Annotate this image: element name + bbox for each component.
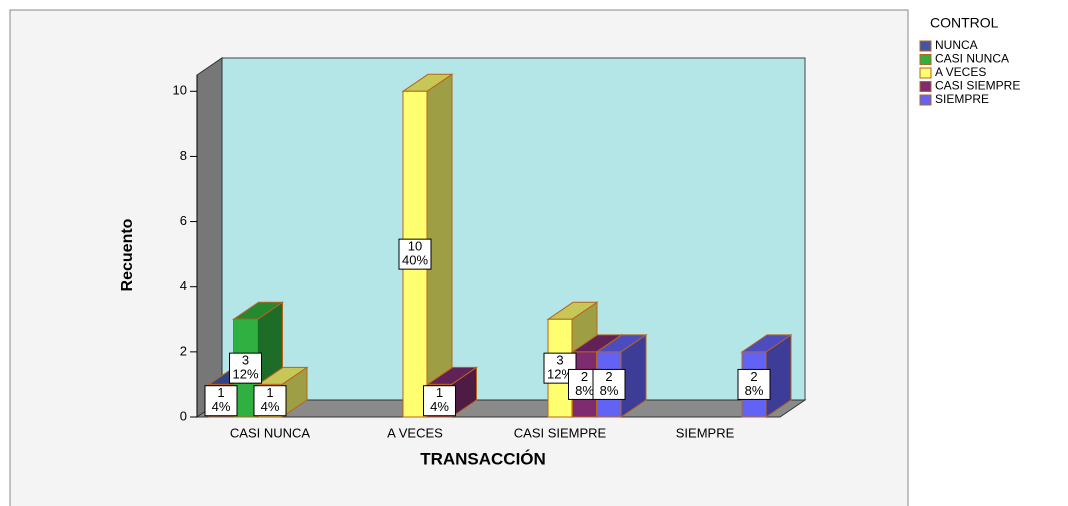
x-axis-title: TRANSACCIÓN [420, 449, 546, 468]
data-label: 3 [556, 353, 563, 368]
data-label-percent: 8% [575, 383, 594, 398]
back-wall [221, 57, 806, 401]
legend-label: CASI NUNCA [935, 52, 1009, 66]
data-label: 2 [605, 369, 612, 384]
data-label-box [423, 385, 456, 417]
data-label: 10 [408, 239, 422, 254]
legend-swatch [919, 40, 932, 52]
data-label-percent: 12% [232, 367, 258, 382]
data-label-percent: 12% [547, 367, 573, 382]
y-tick-label: 6 [180, 213, 187, 228]
legend-swatch [919, 54, 932, 65]
data-label-percent: 8% [745, 383, 764, 398]
y-axis-title: Recuento [119, 218, 136, 291]
x-tick-label: SIEMPRE [676, 425, 735, 440]
data-label-percent: 4% [430, 399, 449, 414]
x-tick-label: CASI NUNCA [230, 425, 311, 440]
legend-label: CASI SIEMPRE [935, 79, 1020, 93]
y-tick-label: 10 [173, 83, 187, 98]
legend-title: CONTROL [930, 15, 999, 31]
data-label-percent: 4% [261, 399, 280, 414]
data-label: 1 [436, 385, 443, 400]
data-label-box [398, 238, 432, 270]
data-label-percent: 8% [600, 383, 619, 398]
data-label: 1 [217, 385, 224, 400]
legend-swatch [919, 94, 932, 106]
data-label-percent: 4% [212, 399, 231, 414]
y-tick-label: 2 [180, 343, 187, 358]
y-tick-label: 8 [180, 148, 187, 163]
data-label-box [737, 368, 771, 400]
x-tick-label: A VECES [387, 425, 443, 440]
data-label: 3 [242, 353, 249, 368]
legend-label: SIEMPRE [935, 92, 989, 106]
y-tick-label: 0 [180, 408, 187, 423]
side-wall [196, 57, 223, 418]
data-label-percent: 40% [402, 253, 428, 268]
data-label: 1 [266, 385, 273, 400]
data-label-box [253, 385, 287, 417]
data-label-box [204, 385, 238, 417]
legend-label: A VECES [935, 65, 986, 79]
data-label: 2 [581, 369, 588, 384]
legend-swatch [919, 67, 932, 79]
data-label-box [592, 368, 626, 400]
y-tick-label: 4 [180, 278, 187, 293]
x-tick-label: CASI SIEMPRE [514, 425, 607, 440]
legend-label: NUNCA [935, 38, 978, 52]
data-label: 2 [750, 369, 757, 384]
data-label-box [229, 352, 262, 384]
legend-swatch [919, 81, 932, 92]
